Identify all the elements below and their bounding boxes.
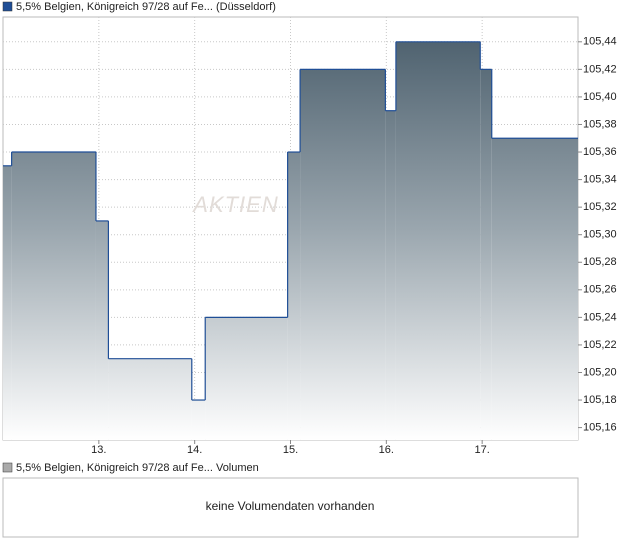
volume-message: keine Volumendaten vorhanden (206, 499, 375, 513)
area-step (385, 110, 396, 440)
y-tick-label: 105,32 (583, 201, 617, 213)
y-tick-label: 105,42 (583, 63, 617, 75)
y-tick-label: 105,16 (583, 422, 617, 434)
area-step (108, 358, 192, 440)
area-step (480, 69, 492, 440)
y-tick-label: 105,30 (583, 229, 617, 241)
y-tick-label: 105,38 (583, 118, 617, 130)
x-tick-label: 16. (379, 444, 394, 456)
y-tick-label: 105,18 (583, 394, 617, 406)
legend-swatch (2, 462, 13, 473)
y-tick-label: 105,44 (583, 36, 617, 48)
legend-label: 5,5% Belgien, Königreich 97/28 auf Fe...… (16, 1, 276, 13)
legend-label: 5,5% Belgien, Königreich 97/28 auf Fe...… (16, 462, 259, 474)
x-tick-label: 14. (187, 444, 202, 456)
y-tick-label: 105,20 (583, 366, 617, 378)
y-tick-label: 105,28 (583, 256, 617, 268)
area-step (300, 69, 386, 440)
area-step (491, 138, 578, 441)
area-step (395, 41, 481, 441)
y-tick-label: 105,22 (583, 339, 617, 351)
y-tick-label: 105,34 (583, 173, 617, 185)
area-step (3, 165, 12, 441)
area-step (205, 317, 288, 440)
legend-swatch (2, 1, 13, 12)
area-step (287, 152, 301, 441)
y-tick-label: 105,26 (583, 284, 617, 296)
y-tick-label: 105,40 (583, 91, 617, 103)
x-tick-label: 17. (475, 444, 490, 456)
x-tick-label: 15. (283, 444, 298, 456)
y-tick-label: 105,24 (583, 311, 617, 323)
area-step (11, 152, 96, 441)
watermark: AKTIEN (191, 192, 278, 217)
y-tick-label: 105,36 (583, 146, 617, 158)
volume-panel (2, 477, 579, 538)
x-tick-label: 13. (91, 444, 106, 456)
area-step (95, 220, 109, 440)
area-step (191, 400, 206, 440)
